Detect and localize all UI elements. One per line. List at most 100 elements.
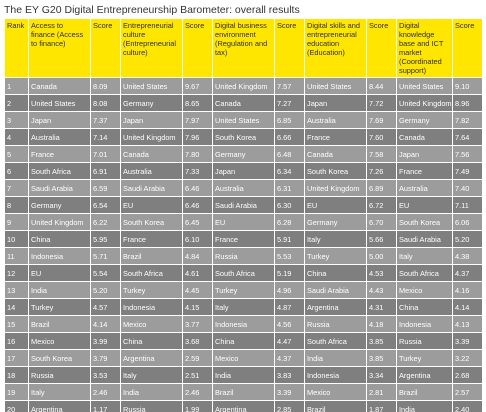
country-cell: United States	[120, 77, 183, 95]
header-cell: Entrepreneurial culture (Entrepreneurial…	[120, 18, 183, 78]
score-cell: 4.87	[274, 298, 305, 316]
country-cell: Mexico	[28, 332, 91, 350]
score-cell: 7.58	[366, 145, 397, 163]
score-cell: 4.14	[452, 298, 483, 316]
score-cell: 6.30	[274, 196, 305, 214]
score-cell: 7.14	[90, 128, 121, 146]
country-cell: Canada	[212, 94, 275, 112]
score-cell: 7.40	[452, 179, 483, 197]
country-cell: South Korea	[28, 349, 91, 367]
country-cell: United States	[396, 77, 453, 95]
country-cell: China	[28, 230, 91, 248]
table-row: 16 Mexico 3.99 China 3.68 China 4.47 South Afri…	[4, 332, 483, 350]
rank-cell: 16	[4, 332, 29, 350]
table-row: 4 Australia 7.14 United Kingdom 7.96 South Ko…	[4, 128, 483, 146]
table-row: 18 Russia 3.53 Italy 2.51 India 3.83 Indonesia 3…	[4, 366, 483, 384]
score-cell: 6.89	[366, 179, 397, 197]
country-cell: Japan	[120, 111, 183, 129]
score-cell: 6.45	[182, 213, 213, 231]
table-row: 14 Turkey 4.57 Indonesia 4.15 Italy 4.87 Argent…	[4, 298, 483, 316]
rank-cell: 13	[4, 281, 29, 299]
title: The EY G20 Digital Entrepreneurship Baro…	[4, 4, 300, 16]
score-cell: 4.53	[366, 264, 397, 282]
score-cell: 2.85	[274, 400, 305, 412]
country-cell: Brazil	[120, 247, 183, 265]
country-cell: Mexico	[120, 315, 183, 333]
country-cell: South Korea	[304, 162, 367, 180]
country-cell: India	[304, 349, 367, 367]
header-cell: Score	[452, 18, 483, 78]
rank-cell: 6	[4, 162, 29, 180]
country-cell: EU	[304, 196, 367, 214]
country-cell: Saudi Arabia	[304, 281, 367, 299]
table-row: 8 Germany 6.54 EU 6.46 Saudi Arabia 6.30 EU 6.72…	[4, 196, 483, 214]
score-cell: 6.22	[90, 213, 121, 231]
country-cell: Germany	[212, 145, 275, 163]
score-cell: 4.56	[274, 315, 305, 333]
country-cell: United Kingdom	[28, 213, 91, 231]
table-row: 5 France 7.01 Canada 7.80 Germany 6.48 Canada 7.…	[4, 145, 483, 163]
table-row: 12 EU 5.54 South Africa 4.61 South Africa 5.19…	[4, 264, 483, 282]
score-cell: 7.80	[182, 145, 213, 163]
country-cell: China	[396, 298, 453, 316]
score-cell: 2.40	[452, 400, 483, 412]
country-cell: United States	[304, 77, 367, 95]
table-row: 15 Brazil 4.14 Mexico 3.77 Indonesia 4.56 Russi…	[4, 315, 483, 333]
score-cell: 4.47	[274, 332, 305, 350]
country-cell: Japan	[304, 94, 367, 112]
score-cell: 6.46	[182, 196, 213, 214]
header-cell: Digital business environment (Regulation…	[212, 18, 275, 78]
score-cell: 4.43	[366, 281, 397, 299]
country-cell: Canada	[28, 77, 91, 95]
score-cell: 6.85	[274, 111, 305, 129]
header-cell: Score	[90, 18, 121, 78]
table-row: 20 Argentina 1.17 Russia 1.99 Argentina 2.85 Br…	[4, 400, 483, 412]
score-cell: 8.65	[182, 94, 213, 112]
country-cell: Mexico	[304, 383, 367, 401]
country-cell: Germany	[304, 213, 367, 231]
score-cell: 4.16	[452, 281, 483, 299]
country-cell: Turkey	[28, 298, 91, 316]
country-cell: Australia	[212, 179, 275, 197]
score-cell: 8.08	[90, 94, 121, 112]
score-cell: 6.70	[366, 213, 397, 231]
header-cell: Access to finance (Access to finance)	[28, 18, 91, 78]
score-cell: 2.81	[366, 383, 397, 401]
country-cell: China	[212, 332, 275, 350]
country-cell: China	[304, 264, 367, 282]
country-cell: South Africa	[304, 332, 367, 350]
score-cell: 6.31	[274, 179, 305, 197]
country-cell: Italy	[396, 247, 453, 265]
country-cell: South Korea	[396, 213, 453, 231]
score-cell: 7.11	[452, 196, 483, 214]
score-cell: 7.72	[366, 94, 397, 112]
country-cell: Italy	[120, 366, 183, 384]
country-cell: China	[120, 332, 183, 350]
score-cell: 4.84	[182, 247, 213, 265]
score-cell: 5.66	[366, 230, 397, 248]
score-cell: 5.91	[274, 230, 305, 248]
score-cell: 6.48	[274, 145, 305, 163]
country-cell: Brazil	[212, 383, 275, 401]
score-cell: 4.14	[90, 315, 121, 333]
score-cell: 2.46	[90, 383, 121, 401]
score-cell: 2.68	[452, 366, 483, 384]
rank-cell: 5	[4, 145, 29, 163]
score-cell: 3.22	[452, 349, 483, 367]
country-cell: Mexico	[396, 281, 453, 299]
table-row: 9 United Kingdom 6.22 South Korea 6.45 EU 6.28…	[4, 213, 483, 231]
country-cell: Turkey	[396, 349, 453, 367]
table-row: 17 South Korea 3.79 Argentina 2.59 Mexico 4.37…	[4, 349, 483, 367]
score-cell: 7.37	[90, 111, 121, 129]
score-cell: 5.19	[274, 264, 305, 282]
score-cell: 6.10	[182, 230, 213, 248]
header-cell: Score	[182, 18, 213, 78]
country-cell: Brazil	[28, 315, 91, 333]
country-cell: EU	[120, 196, 183, 214]
country-cell: Saudi Arabia	[28, 179, 91, 197]
score-cell: 5.20	[90, 281, 121, 299]
country-cell: South Africa	[120, 264, 183, 282]
score-cell: 3.68	[182, 332, 213, 350]
header-cell: Digital skills and entrepreneurial educa…	[304, 18, 367, 78]
